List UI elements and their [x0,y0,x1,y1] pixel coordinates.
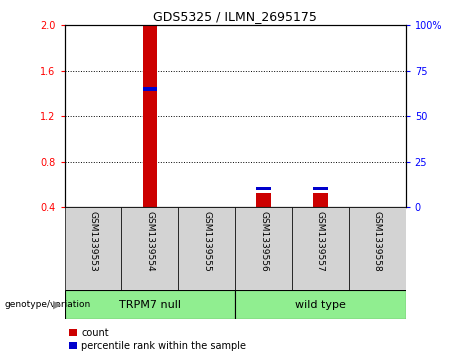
Bar [292,207,349,290]
Text: wild type: wild type [295,300,346,310]
Text: GSM1339556: GSM1339556 [259,211,268,272]
Title: GDS5325 / ILMN_2695175: GDS5325 / ILMN_2695175 [153,10,317,23]
Bar [121,207,178,290]
Text: GSM1339554: GSM1339554 [145,211,154,272]
Bar [65,207,121,290]
Text: GSM1339555: GSM1339555 [202,211,211,272]
Text: genotype/variation: genotype/variation [5,301,91,309]
Text: GSM1339553: GSM1339553 [89,211,97,272]
Bar [256,187,271,190]
Bar [235,290,406,319]
Text: TRPM7 null: TRPM7 null [119,300,181,310]
Text: ▶: ▶ [53,300,61,310]
Legend: count, percentile rank within the sample: count, percentile rank within the sample [70,328,246,351]
Bar [256,193,271,207]
Bar [313,187,327,190]
Text: GSM1339557: GSM1339557 [316,211,325,272]
Bar [235,207,292,290]
Bar [313,193,327,207]
Bar [143,87,157,90]
Bar [349,207,406,290]
Text: GSM1339558: GSM1339558 [373,211,382,272]
Bar [143,25,157,207]
Bar [65,290,235,319]
Bar [178,207,235,290]
